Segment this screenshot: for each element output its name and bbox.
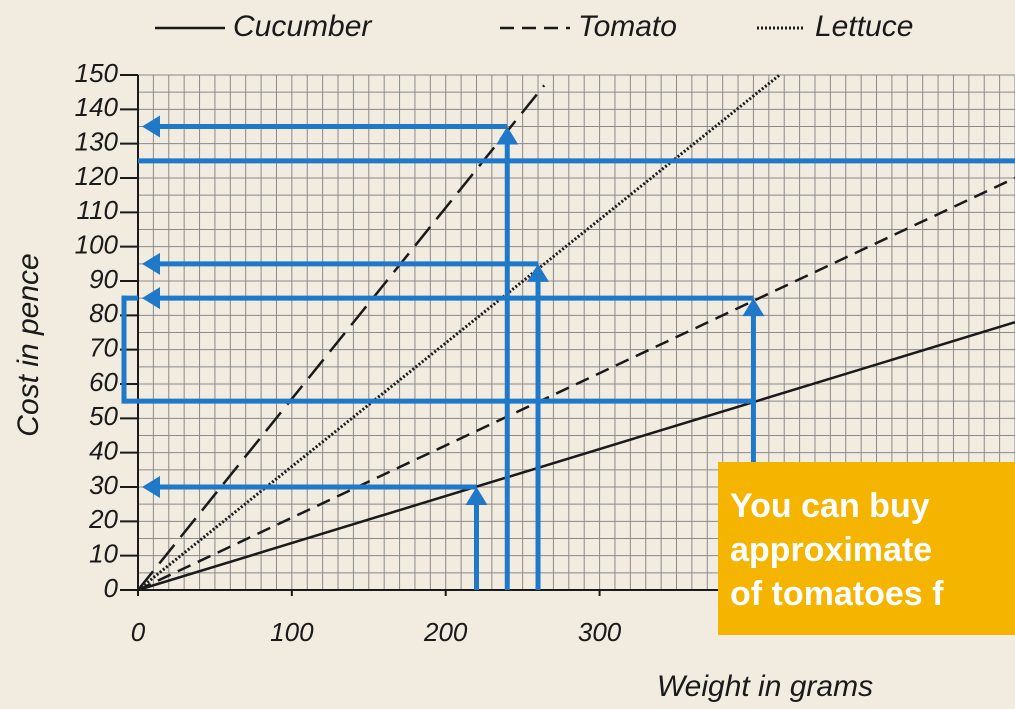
series-line [137, 321, 1015, 592]
x-tick-label: 0 [131, 617, 146, 647]
callout-line: You can buy [730, 487, 930, 525]
x-axis-label: Weight in grams [657, 670, 873, 703]
arrow-head [142, 476, 160, 498]
callout: You can buy approximate of tomatoes f [718, 462, 1015, 635]
arrow-head [527, 263, 550, 282]
y-tick-label: 70 [89, 333, 118, 363]
y-tick-label: 140 [75, 92, 119, 122]
legend-label: Lettuce [815, 10, 913, 43]
y-tick-label: 150 [75, 58, 119, 88]
y-tick-label: 50 [89, 401, 118, 431]
arrow-head [496, 126, 519, 145]
callout-line: of tomatoes f [730, 575, 944, 613]
callout-line: approximate [730, 531, 933, 569]
arrow-head [742, 298, 765, 317]
arrow-head [142, 115, 160, 138]
y-tick-label: 90 [89, 264, 118, 294]
y-tick-label: 110 [77, 195, 119, 225]
arrow-head [465, 487, 488, 505]
series-line [137, 176, 1015, 592]
legend-label: Cucumber [233, 10, 372, 43]
y-tick-label: 130 [75, 127, 119, 157]
series-line [137, 84, 546, 591]
y-tick-label: 0 [104, 573, 119, 603]
y-tick-label: 30 [89, 470, 118, 500]
y-tick-label: 100 [75, 230, 119, 260]
y-tick-label: 10 [89, 539, 118, 569]
y-tick-label: 80 [89, 298, 118, 328]
x-tick-label: 200 [423, 617, 468, 647]
y-axis-label: Cost in pence [12, 253, 45, 436]
y-tick-label: 120 [75, 161, 119, 191]
y-tick-label: 40 [89, 436, 118, 466]
y-tick-label: 20 [88, 504, 118, 534]
arrow-head [142, 287, 160, 310]
arrow-head [142, 252, 160, 275]
legend-label: Tomato [578, 10, 677, 43]
x-tick-label: 300 [578, 617, 622, 647]
x-tick-label: 100 [270, 617, 314, 647]
y-tick-label: 60 [89, 367, 118, 397]
